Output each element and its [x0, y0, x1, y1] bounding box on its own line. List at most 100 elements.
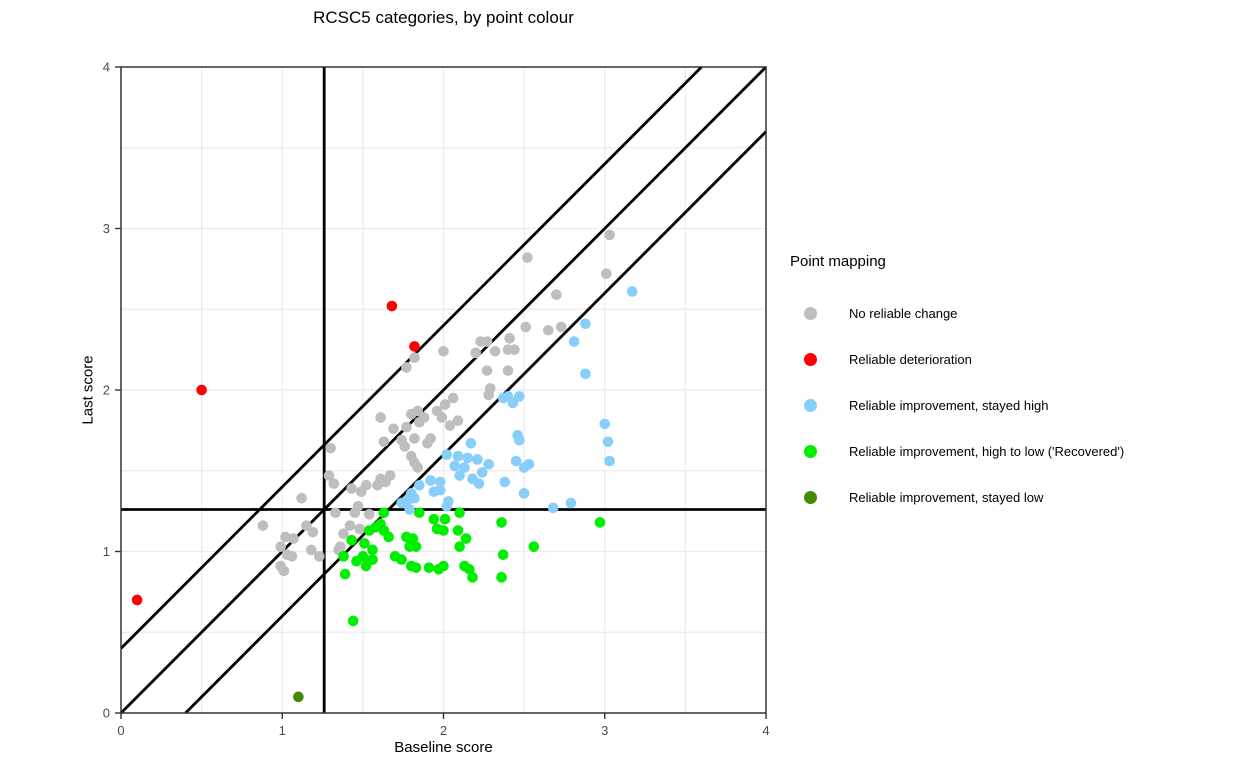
data-point: [499, 476, 511, 488]
legend-item: No reliable change: [790, 290, 1124, 336]
data-point: [280, 531, 291, 543]
legend-label: No reliable change: [849, 305, 958, 321]
data-point: [543, 324, 554, 336]
data-point: [507, 397, 519, 409]
y-axis-title-text: Last score: [79, 355, 97, 425]
data-point: [580, 318, 591, 330]
data-point: [604, 229, 615, 241]
data-point: [378, 436, 390, 447]
data-point: [367, 554, 378, 565]
data-point: [484, 383, 496, 394]
data-point: [476, 467, 488, 478]
data-point: [513, 434, 525, 446]
legend-swatch-gray: [804, 306, 817, 320]
data-point: [131, 594, 143, 606]
legend-item: Reliable deterioration: [790, 336, 1124, 382]
data-point: [388, 423, 399, 435]
data-point: [504, 333, 515, 344]
data-point: [547, 502, 559, 514]
data-point: [520, 321, 532, 333]
data-point: [412, 462, 424, 473]
data-point: [412, 405, 424, 417]
data-point: [472, 454, 483, 465]
legend-label: Reliable improvement, stayed high: [849, 397, 1049, 413]
data-point: [301, 520, 312, 531]
data-point: [305, 544, 317, 556]
chart-title: RCSC5 categories, by point colour: [313, 8, 574, 27]
data-point: [502, 365, 514, 376]
data-point: [196, 384, 207, 396]
data-point: [438, 525, 449, 536]
data-point: [447, 392, 459, 404]
legend-label: Reliable improvement, stayed low: [849, 489, 1044, 505]
data-point: [522, 252, 533, 263]
data-point: [344, 520, 356, 531]
data-point: [364, 509, 375, 520]
data-point: [434, 484, 446, 496]
data-point: [481, 336, 493, 347]
data-point: [384, 470, 396, 481]
data-point: [460, 533, 472, 544]
data-point: [401, 362, 412, 373]
data-point: [452, 450, 464, 462]
data-point: [275, 541, 286, 552]
y-tick-label: 4: [103, 60, 110, 75]
data-point: [323, 470, 335, 481]
data-point: [438, 560, 449, 572]
data-point: [409, 433, 420, 444]
data-point: [428, 513, 440, 525]
data-point: [399, 441, 411, 452]
identity-diagonal-line: [120, 66, 767, 714]
data-point: [436, 412, 448, 423]
data-point: [338, 528, 349, 540]
data-point: [441, 449, 453, 460]
data-point: [409, 492, 420, 504]
data-point: [347, 615, 359, 627]
data-point: [496, 572, 507, 583]
data-point: [414, 507, 425, 519]
data-point: [307, 526, 319, 538]
data-point: [443, 496, 454, 507]
data-point: [401, 421, 412, 433]
data-point: [325, 442, 336, 454]
legend-item: Reliable improvement, high to low ('Reco…: [790, 428, 1124, 474]
x-tick-label: 0: [117, 723, 124, 738]
legend-title: Point mapping: [790, 253, 886, 270]
data-point: [425, 475, 436, 486]
data-point: [338, 551, 349, 562]
data-point: [523, 458, 535, 470]
data-point: [286, 551, 298, 562]
data-point: [518, 488, 530, 499]
data-point: [354, 523, 365, 535]
data-point: [481, 365, 493, 376]
data-point: [568, 336, 580, 347]
data-point: [601, 268, 612, 280]
data-point: [449, 460, 461, 472]
y-tick-label: 0: [103, 706, 110, 721]
data-point: [396, 554, 407, 565]
x-tick-label: 3: [601, 723, 608, 738]
x-tick-label: 4: [762, 723, 769, 738]
data-point: [483, 458, 494, 470]
data-point: [339, 568, 351, 580]
data-point: [555, 321, 567, 333]
data-point: [410, 541, 422, 552]
reliable-change-lower-line: [184, 130, 767, 714]
data-point: [496, 517, 507, 528]
data-point: [409, 341, 420, 352]
data-point: [375, 412, 386, 423]
data-point: [464, 563, 475, 575]
data-point: [452, 415, 464, 426]
legend-swatch-green: [804, 444, 817, 458]
data-point: [335, 541, 346, 552]
data-point: [599, 418, 611, 430]
data-point: [328, 478, 340, 489]
legend-label: Reliable improvement, high to low ('Reco…: [849, 443, 1125, 459]
data-point: [452, 525, 464, 536]
data-point: [257, 520, 269, 531]
legend-swatch-darkgreen: [804, 490, 817, 504]
data-point: [404, 504, 415, 515]
data-point: [467, 572, 478, 583]
